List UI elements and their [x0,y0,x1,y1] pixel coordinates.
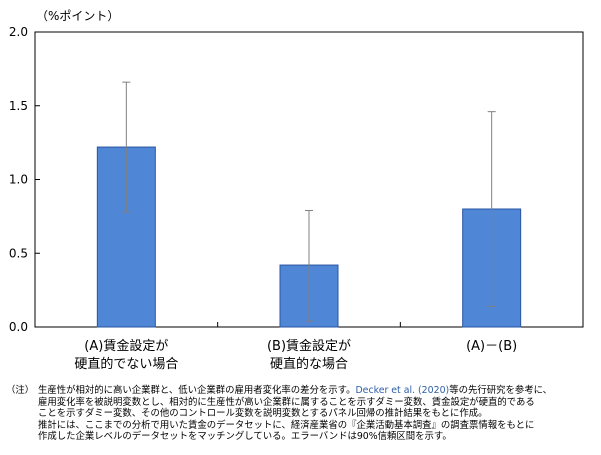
notes-block: （注） 生産性が相対的に高い企業群と、低い企業群の雇用者変化率の差分を示す。De… [6,385,598,443]
y-tick-label: 1.0 [9,173,28,187]
y-tick-label: 0.0 [9,320,28,334]
x-category-label: (A)－(B) [417,338,567,356]
note-line-5: 作成した企業レベルのデータセットをマッチングしている。エラーバンドは90%信頼区… [38,431,452,443]
note-line-3: ことを示すダミー変数、その他のコントロール変数を説明変数とするパネル回帰の推計結… [38,408,488,420]
x-category-label-line: 硬直的でない場合 [74,357,179,372]
x-category-label-line: (B)賃金設定が [266,339,352,354]
x-category-label-line: 硬直的な場合 [269,357,348,372]
y-unit-label: （%ポイント） [36,9,120,23]
x-category-label: (A)賃金設定が 硬直的でない場合 [51,338,201,374]
x-category-label-line: (A)－(B) [466,339,518,354]
y-tick-label: 0.5 [9,246,28,260]
chart-area: （%ポイント） 0.0 0.5 1.0 1.5 2.0 (A)賃金設定が 硬直的でない場合… [9,9,584,374]
note-line-2: 雇用変化率を被説明変数とし、相対的に生産性が高い企業群に属することを示すダミー変… [38,396,535,408]
note-tag: （注） [6,385,35,396]
citation-link[interactable]: Decker et al. (2020) [355,385,450,396]
x-category-label: (B)賃金設定が 硬直的な場合 [234,338,384,374]
note-text: 生産性が相対的に高い企業群と、低い企業群の雇用者変化率の差分を示す。 [38,385,356,396]
note-body: 生産性が相対的に高い企業群と、低い企業群の雇用者変化率の差分を示す。Decker… [38,385,598,443]
note-row: （注） 生産性が相対的に高い企業群と、低い企業群の雇用者変化率の差分を示す。De… [6,385,598,443]
bar-chart: 0.0 0.5 1.0 1.5 2.0 [9,25,584,334]
note-line-1: 生産性が相対的に高い企業群と、低い企業群の雇用者変化率の差分を示す。Decker… [38,385,598,397]
note-line-4: 推計には、ここまでの分析で用いた賃金のデータセットに、経済産業省の『企業活動基本… [38,419,535,431]
y-tick-label: 2.0 [9,25,28,39]
x-category-label-line: (A)賃金設定が [84,339,169,354]
y-tick-label: 1.5 [9,99,28,113]
note-text: 等の先行研究を参考に、 [449,385,553,396]
